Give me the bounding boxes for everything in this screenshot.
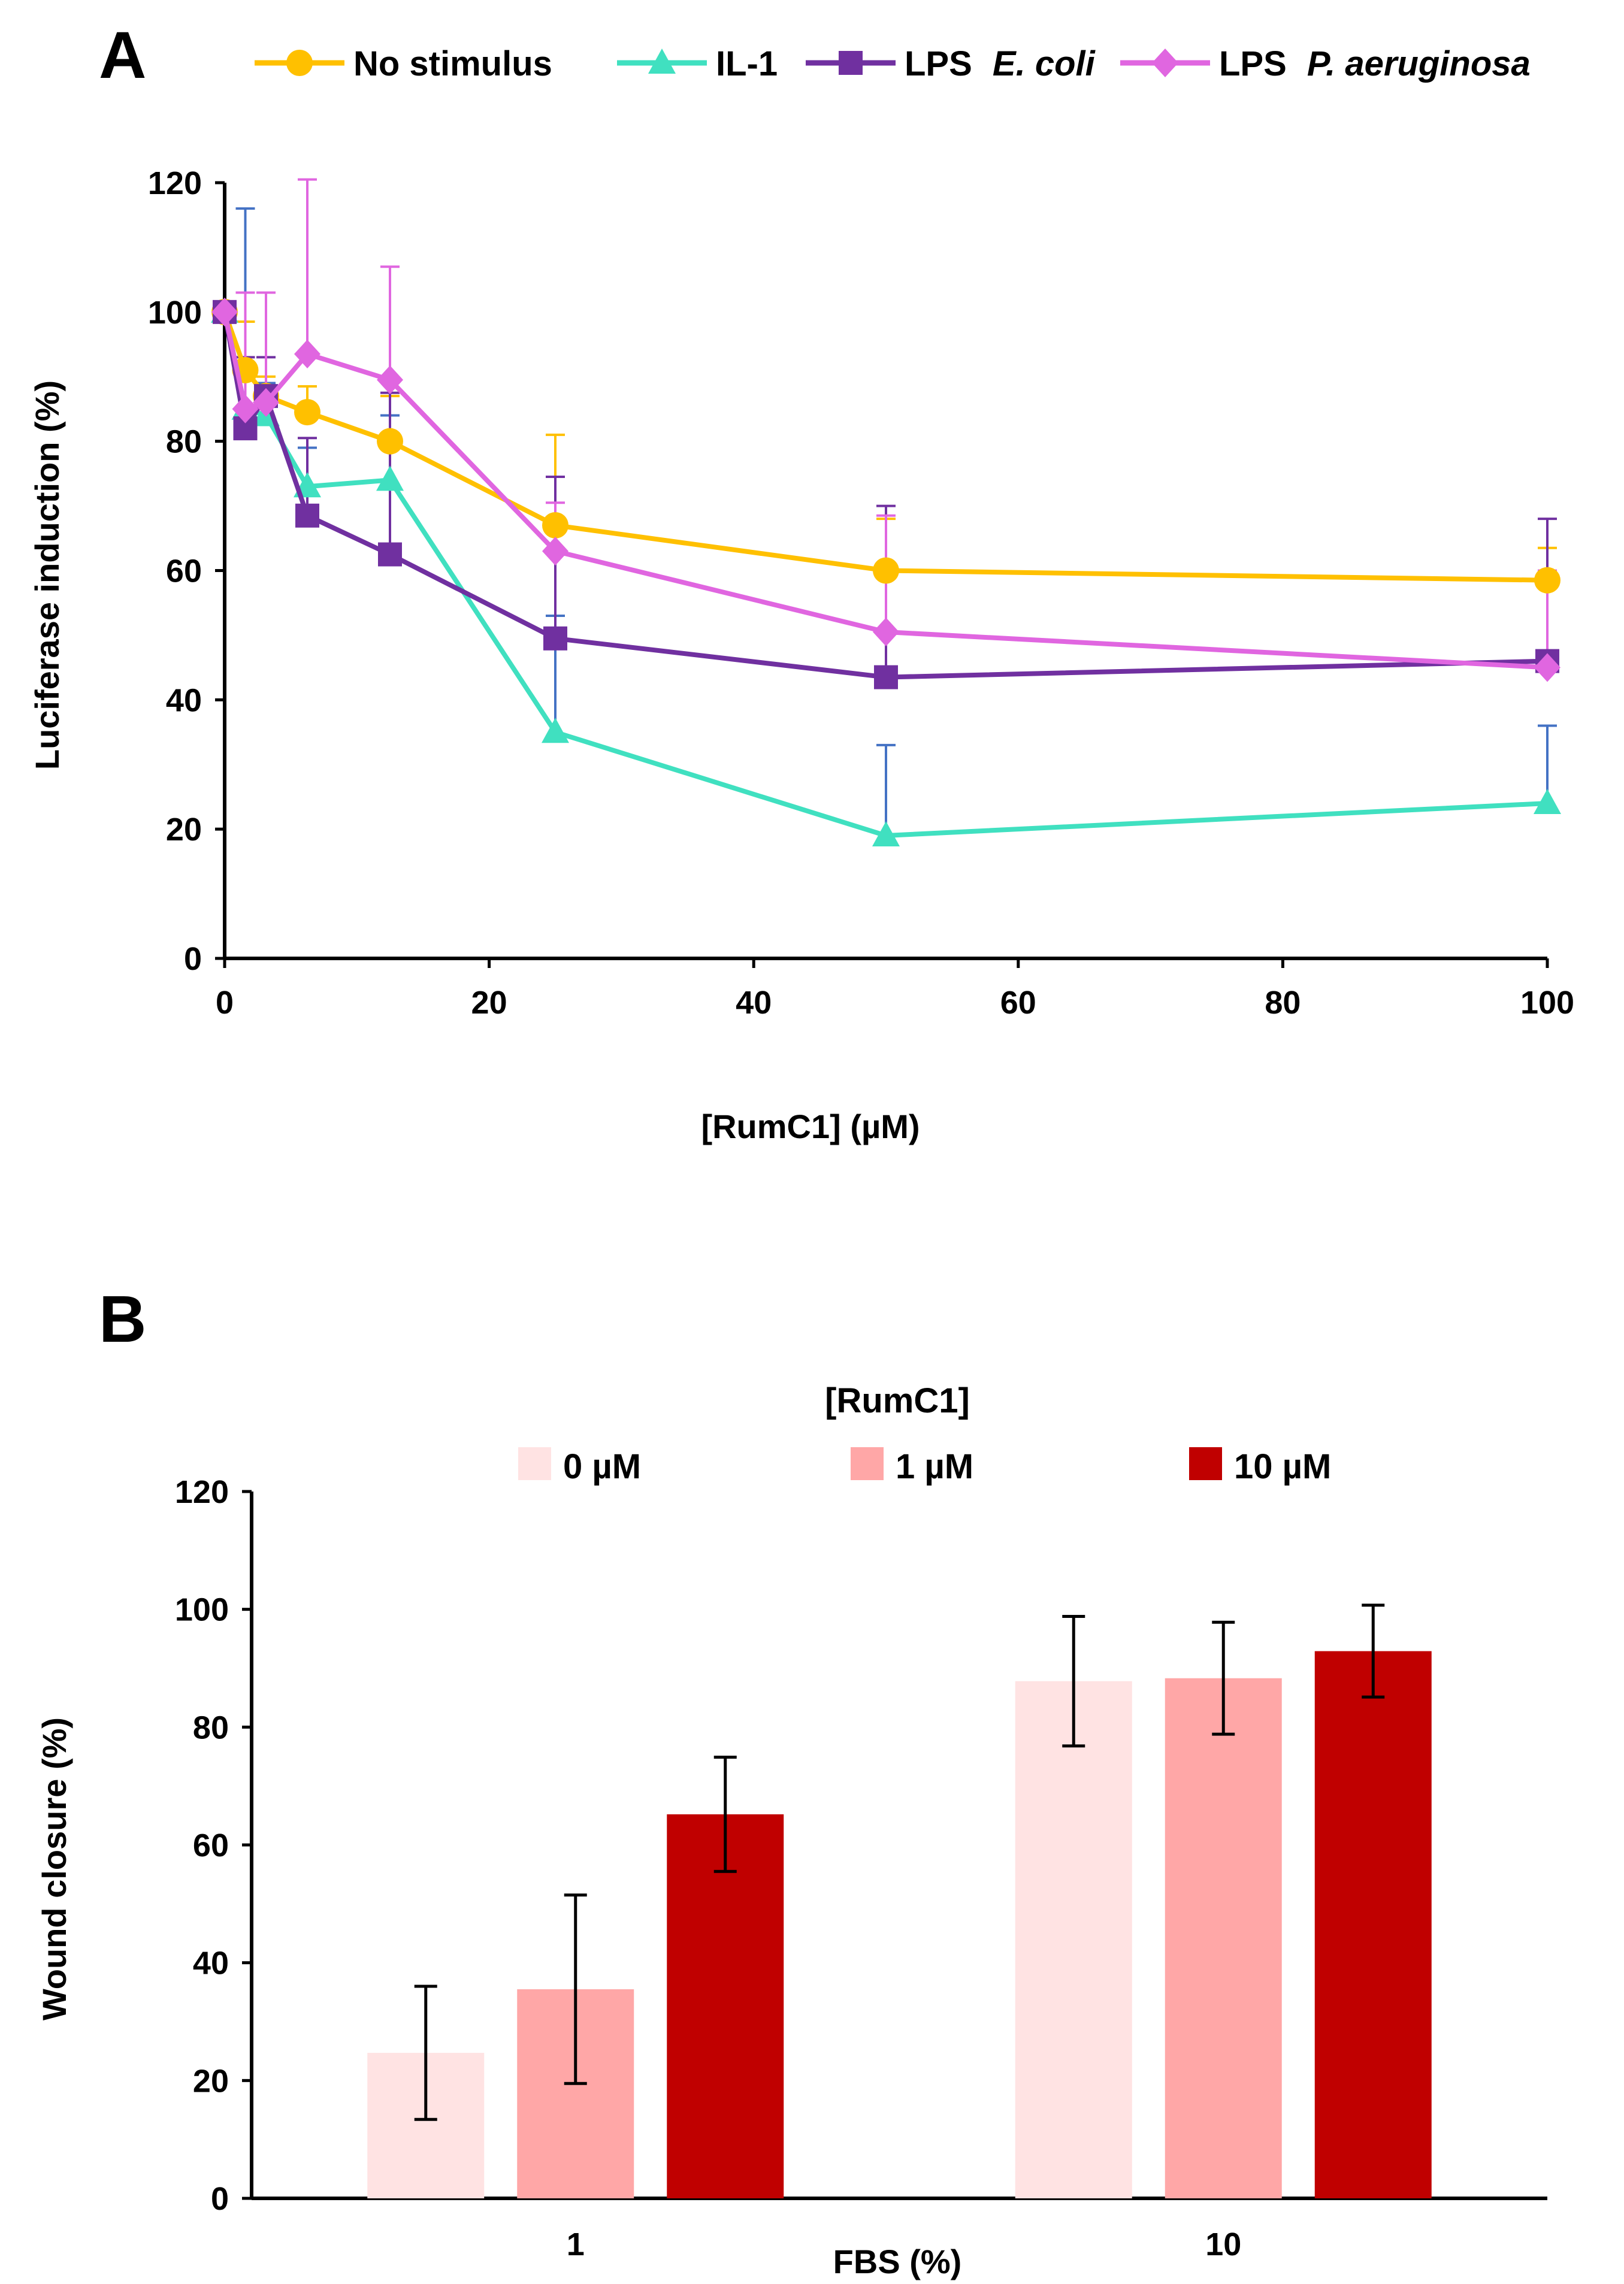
- panel-a-y-tick-label: 80: [166, 424, 202, 460]
- error-bar: [564, 1893, 587, 2085]
- data-point-lps-e-coli: [378, 542, 402, 567]
- legend-item-lps-e-coli: LPS E. coli: [806, 44, 1096, 83]
- panel-b-y-tick-label: 0: [211, 2181, 229, 2217]
- panel-a-y-axis-title: Luciferase induction (%): [28, 380, 66, 770]
- data-point-lps-p-aeruginosa: [294, 339, 320, 368]
- panel-b-category-label: 10: [1205, 2226, 1241, 2262]
- error-bar: [1062, 1614, 1085, 1748]
- error-bar-lps-p-aeruginosa: [380, 265, 400, 380]
- legend-marker: [648, 49, 676, 74]
- panel-a-y-tick-label: 20: [166, 812, 202, 848]
- panel-b-x-axis-title: FBS (%): [833, 2243, 962, 2280]
- legend-item-lps-p-aeruginosa: LPS P. aeruginosa: [1120, 44, 1531, 83]
- panel-a-letter: A: [99, 19, 146, 92]
- legend-label: No stimulus: [353, 44, 552, 83]
- legend-label: LPS P. aeruginosa: [1219, 44, 1531, 83]
- panel-b-y-axis-title: Wound closure (%): [35, 1717, 73, 2020]
- data-point-no-stimulus: [542, 512, 568, 539]
- panel-a-y-tick-label: 60: [166, 553, 202, 589]
- legend-marker: [286, 50, 313, 76]
- data-point-lps-p-aeruginosa: [377, 365, 403, 395]
- legend-item-0-m: 0 µM: [518, 1447, 641, 1486]
- panel-a-y-tick-label: 0: [184, 941, 202, 977]
- panel-a-x-tick-label: 80: [1265, 985, 1301, 1021]
- legend-marker: [839, 51, 863, 75]
- panel-b-legend: 0 µM 1 µM 10 µM: [518, 1447, 1331, 1486]
- data-point-il-1: [542, 718, 569, 743]
- panel-b-y-tick-label: 80: [193, 1710, 229, 1745]
- data-point-il-1: [872, 821, 900, 846]
- panel-a-x-tick-label: 60: [1000, 985, 1036, 1021]
- panel-b-y-tick-label: 20: [193, 2063, 229, 2099]
- panel-b-plot-area: 0 20 40 60 80 100 120 1 10: [175, 1474, 1547, 2262]
- data-point-lps-p-aeruginosa: [232, 394, 259, 423]
- panel-b-y-tick-label: 40: [193, 1946, 229, 1982]
- legend-swatch: [851, 1447, 884, 1480]
- legend-item-no-stimulus: No stimulus: [255, 44, 552, 83]
- panel-a-y-tick-label: 120: [148, 165, 202, 201]
- error-bar-lps-p-aeruginosa: [298, 178, 317, 354]
- legend-item-1-m: 1 µM: [851, 1447, 973, 1486]
- legend-label: IL-1: [716, 44, 778, 83]
- panel-a-x-tick-label: 40: [736, 985, 772, 1021]
- bar-10-m-fbs-10: [1314, 1651, 1432, 2198]
- legend-swatch: [1189, 1447, 1222, 1480]
- data-point-no-stimulus: [873, 557, 899, 584]
- panel-a: A No stimulus IL-1 LPS E. coli LPS P. aerug…: [28, 19, 1574, 1145]
- panel-b-category-label: 1: [567, 2226, 585, 2262]
- panel-b: B [RumC1] 0 µM 1 µM 10 µM 0 20 40 60 80 100 120 1…: [35, 1282, 1547, 2280]
- legend-label: 10 µM: [1234, 1447, 1331, 1486]
- error-bar: [1362, 1604, 1385, 1699]
- data-point-lps-p-aeruginosa: [211, 297, 238, 326]
- bar-0-m-fbs-10: [1015, 1681, 1132, 2198]
- panel-b-letter: B: [99, 1282, 146, 1356]
- error-bar-lps-p-aeruginosa: [235, 291, 255, 409]
- data-point-no-stimulus: [294, 399, 320, 426]
- error-bar: [1212, 1620, 1235, 1736]
- legend-item-10-m: 10 µM: [1189, 1447, 1331, 1486]
- bar-10-m-fbs-1: [667, 1814, 784, 2198]
- data-point-il-1: [1534, 789, 1561, 814]
- panel-a-x-axis-title: [RumC1] (µM): [701, 1108, 920, 1145]
- error-bar: [713, 1755, 737, 1873]
- data-point-lps-p-aeruginosa: [542, 537, 568, 566]
- data-point-lps-p-aeruginosa: [253, 388, 279, 417]
- legend-label: 1 µM: [896, 1447, 973, 1486]
- data-point-no-stimulus: [1534, 567, 1561, 594]
- data-point-lps-e-coli: [543, 626, 567, 651]
- panel-a-x-tick-label: 20: [471, 985, 507, 1021]
- legend-item-il-1: IL-1: [617, 44, 778, 83]
- panel-a-x-tick-label: 0: [216, 985, 234, 1021]
- data-point-no-stimulus: [377, 428, 403, 455]
- legend-label: LPS E. coli: [905, 44, 1096, 83]
- panel-b-legend-title: [RumC1]: [825, 1381, 970, 1420]
- data-point-lps-p-aeruginosa: [873, 618, 899, 647]
- panel-b-y-tick-label: 100: [175, 1592, 229, 1628]
- error-bar: [414, 1984, 437, 2121]
- legend-label: 0 µM: [563, 1447, 641, 1486]
- data-point-il-1: [376, 465, 404, 491]
- panel-a-y-tick-label: 100: [148, 295, 202, 331]
- data-point-lps-p-aeruginosa: [1534, 653, 1561, 682]
- panel-a-y-tick-label: 40: [166, 682, 202, 718]
- data-point-lps-e-coli: [295, 503, 319, 528]
- bar-1-m-fbs-10: [1165, 1678, 1282, 2198]
- panel-a-plot-area: 0 20 40 60 80 100 120 0 20 40 60 80 100: [148, 165, 1574, 1021]
- data-point-lps-e-coli: [874, 665, 898, 689]
- panel-b-y-tick-label: 60: [193, 1828, 229, 1863]
- panel-b-y-tick-label: 120: [175, 1474, 229, 1510]
- legend-swatch: [518, 1447, 551, 1480]
- legend-marker: [1152, 49, 1178, 77]
- error-bar-il-1: [876, 743, 896, 836]
- panel-a-x-tick-label: 100: [1520, 985, 1574, 1021]
- panel-a-legend: No stimulus IL-1 LPS E. coli LPS P. aerugin…: [255, 44, 1531, 83]
